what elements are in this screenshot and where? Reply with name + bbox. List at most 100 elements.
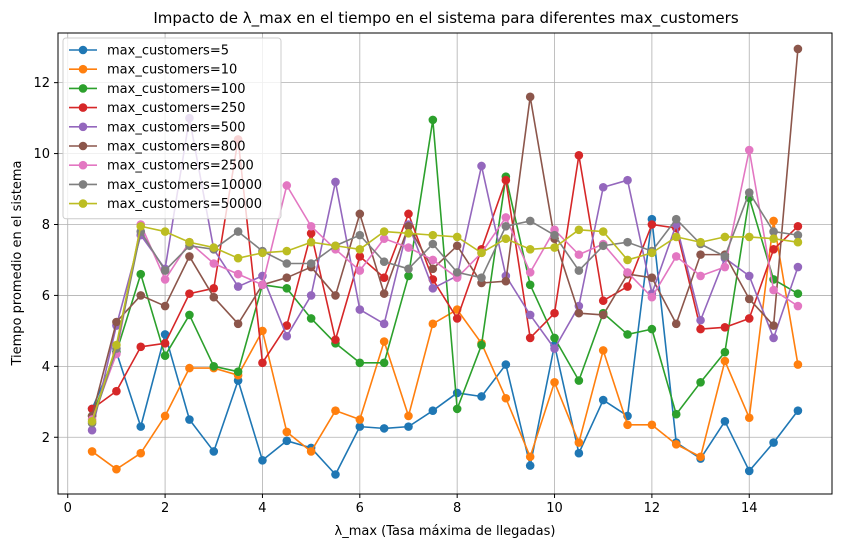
data-point xyxy=(428,406,438,415)
data-point xyxy=(136,448,146,458)
data-point xyxy=(282,284,292,293)
data-point xyxy=(696,315,705,325)
legend-marker xyxy=(78,45,88,55)
data-point xyxy=(696,377,705,387)
data-point xyxy=(769,321,778,330)
data-point xyxy=(477,273,486,282)
series-line xyxy=(91,119,799,417)
data-point xyxy=(404,271,413,281)
data-point xyxy=(379,234,389,243)
data-point xyxy=(501,175,511,185)
data-point xyxy=(379,257,389,267)
series-line xyxy=(91,149,799,420)
data-point xyxy=(793,221,803,231)
data-point xyxy=(185,415,194,424)
data-point xyxy=(501,360,511,369)
data-point xyxy=(160,301,170,311)
data-point xyxy=(306,259,316,268)
data-point xyxy=(282,331,292,341)
data-point xyxy=(550,308,559,318)
legend-item: max_customers=100 xyxy=(69,82,246,97)
data-point xyxy=(136,291,146,300)
legend-item: max_customers=10000 xyxy=(69,178,262,193)
data-point xyxy=(355,252,365,261)
data-point xyxy=(306,229,316,238)
data-point xyxy=(331,335,340,345)
data-point xyxy=(282,246,292,256)
data-point xyxy=(744,466,754,476)
data-point xyxy=(428,319,438,329)
y-tick-label: 2 xyxy=(42,431,50,446)
x-axis: 0 2 4 6 8 10 12 14 xyxy=(64,494,758,516)
data-point xyxy=(793,237,803,247)
data-point xyxy=(720,323,730,332)
legend-item: max_customers=2500 xyxy=(69,159,254,174)
data-point xyxy=(404,264,413,274)
data-point xyxy=(623,420,632,430)
data-point xyxy=(209,292,219,302)
y-tick-label: 12 xyxy=(33,76,50,91)
legend-item: max_customers=50000 xyxy=(69,197,262,212)
series-layer xyxy=(87,44,803,479)
data-point xyxy=(379,273,389,282)
x-tick-label: 4 xyxy=(258,501,266,516)
data-point xyxy=(793,289,803,298)
data-point xyxy=(525,452,535,462)
data-point xyxy=(258,248,267,258)
data-point xyxy=(355,266,365,275)
data-point xyxy=(331,406,340,415)
data-point xyxy=(258,280,267,290)
data-point xyxy=(87,447,97,456)
data-point xyxy=(355,422,365,431)
data-point xyxy=(477,248,486,258)
legend-label: max_customers=50000 xyxy=(107,197,262,212)
data-point xyxy=(598,241,608,251)
data-point xyxy=(306,314,316,323)
data-point xyxy=(671,214,681,224)
data-point xyxy=(525,333,535,343)
data-point xyxy=(355,230,365,240)
data-point xyxy=(185,237,194,247)
data-point xyxy=(282,259,292,268)
data-point xyxy=(306,291,316,300)
data-point xyxy=(87,417,97,426)
data-point xyxy=(769,227,778,236)
data-point xyxy=(452,268,462,277)
data-point xyxy=(185,252,194,261)
data-point xyxy=(696,250,705,259)
data-point xyxy=(769,285,778,295)
data-point xyxy=(671,319,681,329)
data-point xyxy=(744,188,754,197)
x-tick-label: 12 xyxy=(644,501,661,516)
data-point xyxy=(623,268,632,277)
legend-label: max_customers=5 xyxy=(107,44,229,59)
data-point xyxy=(160,266,170,275)
data-point xyxy=(525,461,535,470)
data-point xyxy=(623,330,632,339)
data-point xyxy=(525,245,535,254)
data-point xyxy=(598,310,608,320)
data-point xyxy=(331,241,340,251)
x-tick-label: 8 xyxy=(453,501,461,516)
data-point xyxy=(233,319,243,329)
data-point xyxy=(160,411,170,421)
y-tick-label: 8 xyxy=(42,218,50,233)
data-point xyxy=(209,284,219,293)
data-point xyxy=(404,411,413,421)
data-point xyxy=(282,181,292,190)
data-point xyxy=(793,262,803,272)
data-point xyxy=(744,271,754,281)
x-tick-label: 10 xyxy=(546,501,563,516)
data-point xyxy=(574,376,584,385)
data-point xyxy=(525,92,535,102)
data-point xyxy=(428,264,438,274)
y-tick-label: 6 xyxy=(42,289,50,304)
data-point xyxy=(209,362,219,371)
legend-item: max_customers=250 xyxy=(69,101,246,116)
data-point xyxy=(574,266,584,275)
y-tick-label: 10 xyxy=(33,147,50,162)
data-point xyxy=(696,237,705,247)
data-point xyxy=(404,243,413,252)
data-point xyxy=(136,269,146,279)
data-point xyxy=(793,360,803,369)
